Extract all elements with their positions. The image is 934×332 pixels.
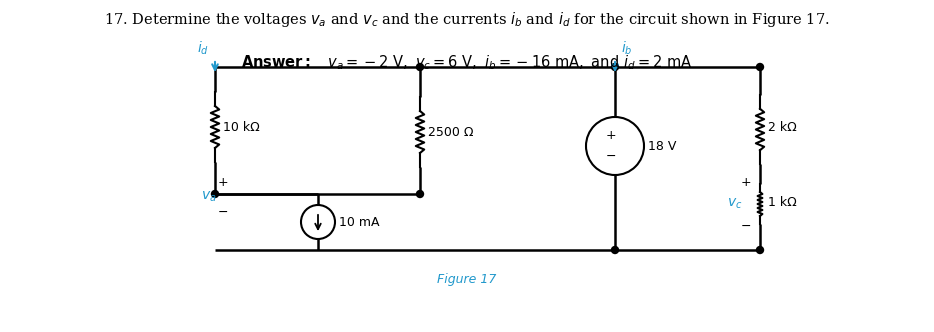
Circle shape [757, 63, 763, 70]
Circle shape [417, 191, 423, 198]
Text: +: + [741, 176, 751, 189]
Circle shape [612, 246, 618, 254]
Text: $v_a$: $v_a$ [202, 190, 217, 204]
Text: 18 V: 18 V [648, 139, 676, 152]
Text: $i_b$: $i_b$ [621, 40, 632, 57]
Text: Figure 17: Figure 17 [437, 274, 497, 287]
Text: $i_d$: $i_d$ [197, 40, 209, 57]
Text: −: − [218, 206, 228, 218]
Circle shape [211, 191, 219, 198]
Text: 10 kΩ: 10 kΩ [223, 121, 260, 133]
Text: +: + [218, 176, 228, 189]
Text: −: − [741, 219, 751, 232]
Text: $\mathbf{Answer:}$   $v_a = -2\ \mathrm{V},\ v_c = 6\ \mathrm{V},\ i_b = -16\ \m: $\mathbf{Answer:}$ $v_a = -2\ \mathrm{V}… [241, 53, 693, 72]
Text: 10 mA: 10 mA [339, 215, 379, 228]
Text: −: − [606, 149, 616, 162]
Text: 2 kΩ: 2 kΩ [768, 121, 797, 133]
Text: +: + [605, 128, 616, 141]
Text: $v_c$: $v_c$ [727, 197, 742, 211]
Text: 17. Determine the voltages $v_a$ and $v_c$ and the currents $i_b$ and $i_d$ for : 17. Determine the voltages $v_a$ and $v_… [105, 10, 829, 29]
Circle shape [417, 63, 423, 70]
Circle shape [612, 63, 618, 70]
Text: 1 kΩ: 1 kΩ [768, 196, 797, 208]
Text: 2500 Ω: 2500 Ω [428, 125, 474, 138]
Circle shape [757, 246, 763, 254]
